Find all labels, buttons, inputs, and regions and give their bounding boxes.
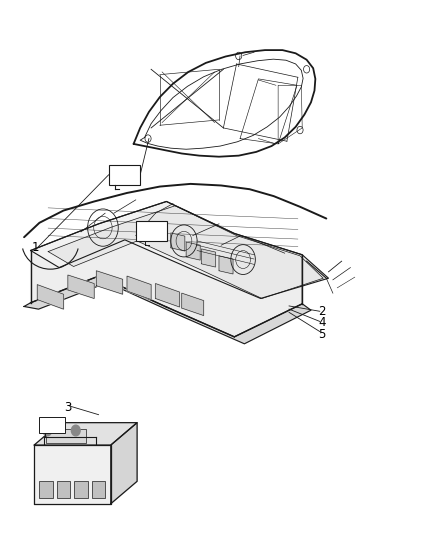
Text: 2: 2 [318, 305, 326, 318]
Bar [92, 481, 105, 498]
Polygon shape [186, 242, 200, 260]
Polygon shape [34, 423, 137, 445]
Polygon shape [182, 293, 204, 316]
Polygon shape [127, 276, 151, 300]
Polygon shape [48, 206, 323, 298]
Polygon shape [171, 233, 185, 251]
Polygon shape [155, 284, 180, 307]
Text: 3: 3 [64, 401, 71, 414]
Text: 4: 4 [318, 316, 326, 329]
Bar [39, 481, 53, 498]
Circle shape [43, 425, 52, 436]
Text: 1: 1 [31, 241, 39, 254]
Polygon shape [134, 50, 315, 157]
Polygon shape [68, 275, 94, 298]
Bar [39, 417, 65, 433]
Polygon shape [111, 423, 137, 504]
Bar [109, 165, 140, 185]
Polygon shape [37, 285, 64, 309]
Polygon shape [31, 201, 302, 337]
Polygon shape [219, 256, 233, 274]
Polygon shape [96, 271, 123, 294]
Bar [74, 481, 88, 498]
Bar [57, 481, 70, 498]
Polygon shape [24, 276, 311, 344]
Text: 5: 5 [318, 328, 325, 341]
Polygon shape [31, 201, 328, 298]
Circle shape [71, 425, 80, 436]
Polygon shape [201, 249, 215, 267]
Bar [136, 221, 167, 241]
Polygon shape [34, 445, 111, 504]
Bar [46, 430, 86, 443]
